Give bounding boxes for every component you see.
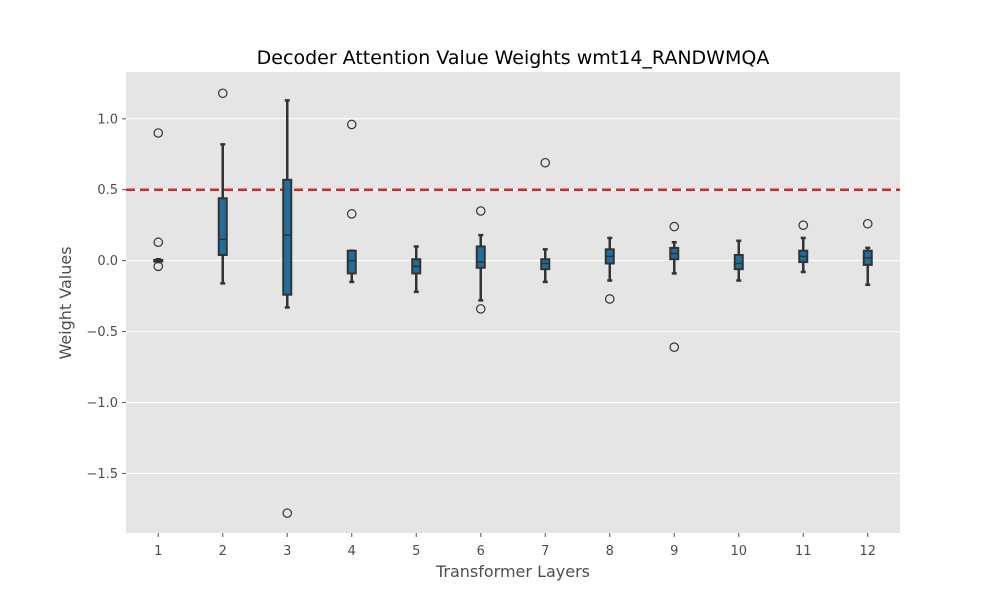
x-tick-label: 6: [477, 544, 485, 559]
x-tick-label: 9: [670, 544, 678, 559]
box-body: [217, 197, 228, 256]
box-layer-1: [153, 128, 164, 272]
y-tick-label: −1.5: [86, 467, 118, 482]
x-tick-label: 12: [859, 544, 876, 559]
x-tick-label: 5: [412, 544, 420, 559]
box-layer-10: [733, 239, 744, 282]
box-body: [282, 178, 293, 296]
chart-title: Decoder Attention Value Weights wmt14_RA…: [257, 47, 770, 69]
box-body: [733, 253, 744, 271]
outlier-point: [798, 220, 809, 230]
outlier-point: [346, 119, 357, 130]
outlier-point: [475, 304, 486, 314]
box-layer-7: [540, 157, 551, 284]
box-layer-12: [862, 218, 873, 287]
x-tick-label: 2: [219, 544, 227, 559]
x-axis-label: Transformer Layers: [435, 562, 590, 581]
outlier-point: [153, 237, 164, 248]
x-tick-label: 8: [606, 544, 614, 559]
box-layer: [153, 88, 873, 518]
outlier-point: [282, 508, 293, 518]
tick-layer: −1.5−1.0−0.50.00.51.01 2 3 4 5 6 7 8 9 10 11 12: [86, 112, 876, 559]
outlier-point: [153, 128, 164, 138]
x-tick-label: 4: [348, 544, 356, 559]
x-tick-label: 3: [283, 544, 291, 559]
y-tick-label: 0.0: [97, 254, 118, 269]
outlier-point: [153, 261, 164, 272]
outlier-point: [346, 209, 357, 219]
y-tick-label: −1.0: [86, 396, 118, 411]
x-tick-label: 1: [154, 544, 162, 559]
box-body: [475, 245, 486, 269]
box-layer-2: [217, 88, 228, 285]
outlier-point: [540, 157, 551, 168]
outlier-point: [475, 206, 486, 216]
box-layer-11: [798, 220, 809, 274]
y-tick-label: −0.5: [86, 325, 118, 340]
outlier-point: [604, 294, 615, 304]
box-layer-9: [669, 221, 680, 352]
box-layer-8: [604, 236, 615, 304]
box-layer-4: [346, 119, 357, 284]
x-tick-label: 10: [730, 544, 747, 559]
y-tick-label: 0.5: [97, 183, 118, 198]
y-tick-label: 1.0: [97, 112, 118, 127]
plot-area: [126, 72, 900, 533]
box-layer-5: [411, 245, 422, 294]
grid-layer: [126, 118, 900, 474]
box-body: [346, 249, 357, 275]
outlier-point: [217, 88, 228, 99]
box-layer-3: [282, 99, 293, 518]
box-layer-6: [475, 206, 486, 314]
outlier-point: [669, 342, 680, 352]
outlier-point: [669, 221, 680, 232]
y-axis-label: Weight Values: [56, 246, 75, 359]
x-tick-label: 7: [541, 544, 549, 559]
outlier-point: [862, 218, 873, 229]
x-tick-label: 11: [795, 544, 812, 559]
